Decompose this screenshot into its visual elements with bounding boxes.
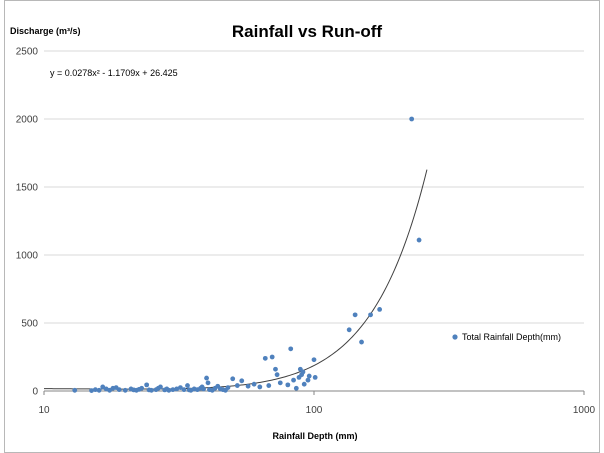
data-point	[89, 388, 94, 393]
data-point	[149, 387, 154, 393]
data-point	[92, 387, 98, 393]
data-point	[301, 381, 307, 387]
data-point	[306, 373, 312, 379]
x-tick-label-100: 100	[306, 405, 323, 416]
chart-title: Rainfall vs Run-off	[232, 22, 383, 41]
data-point	[100, 384, 106, 390]
data-point	[144, 382, 150, 388]
data-point	[234, 383, 240, 388]
data-point	[251, 381, 257, 387]
data-point	[245, 383, 251, 389]
x-axis-title: Rainfall Depth (mm)	[272, 431, 357, 441]
data-point	[116, 387, 122, 393]
data-point	[225, 385, 231, 390]
data-points	[72, 116, 422, 393]
data-point	[273, 366, 278, 372]
gridlines	[44, 50, 584, 324]
y-tick-label-1000: 1000	[16, 251, 39, 262]
legend: Total Rainfall Depth(mm)	[452, 332, 561, 342]
data-point	[72, 387, 78, 393]
data-point	[158, 384, 163, 390]
data-point	[239, 378, 245, 384]
data-point	[300, 369, 306, 375]
trendline-equation: y = 0.0278x² - 1.1709x + 26.425	[50, 68, 178, 78]
data-point	[311, 357, 317, 363]
data-point	[204, 375, 209, 381]
legend-label: Total Rainfall Depth(mm)	[462, 332, 561, 342]
data-point	[368, 312, 373, 318]
x-tick-label-10: 10	[38, 405, 50, 416]
data-point	[293, 385, 299, 391]
y-tick-label-2500: 2500	[16, 47, 39, 58]
data-point	[230, 376, 236, 382]
data-point	[122, 387, 128, 393]
y-axis-title: Discharge (m³/s)	[10, 26, 81, 36]
y-tick-label-1500: 1500	[16, 183, 39, 194]
data-point	[174, 386, 180, 392]
data-point	[269, 354, 275, 360]
x-tick-labels: 10 100 1000	[38, 391, 596, 416]
x-tick-label-1000: 1000	[573, 405, 596, 416]
data-point	[359, 339, 364, 345]
data-point	[285, 382, 291, 388]
data-point	[277, 380, 283, 386]
y-tick-label-500: 500	[21, 319, 38, 330]
data-point	[166, 387, 172, 393]
data-point	[305, 377, 311, 383]
y-tick-label-2000: 2000	[16, 115, 39, 126]
legend-marker	[452, 334, 458, 340]
y-tick-labels: 0 500 1000 1500 2000 2500	[16, 47, 39, 398]
y-tick-label-0: 0	[32, 387, 38, 398]
data-point	[257, 384, 263, 390]
data-point	[312, 375, 318, 380]
data-point	[416, 237, 422, 243]
data-point	[201, 386, 206, 392]
data-point	[352, 312, 358, 318]
data-point	[170, 387, 176, 393]
data-point	[291, 377, 296, 383]
data-point	[205, 380, 211, 386]
data-point	[409, 116, 415, 122]
data-point	[177, 385, 183, 390]
data-point	[346, 327, 352, 333]
data-point	[96, 387, 102, 393]
data-point	[377, 307, 383, 312]
data-point	[181, 387, 187, 393]
data-point	[262, 355, 268, 361]
trendline	[43, 169, 428, 390]
data-point	[139, 385, 145, 391]
data-point	[274, 372, 280, 378]
data-point	[288, 346, 294, 352]
data-point	[185, 383, 190, 388]
data-point	[266, 383, 272, 388]
